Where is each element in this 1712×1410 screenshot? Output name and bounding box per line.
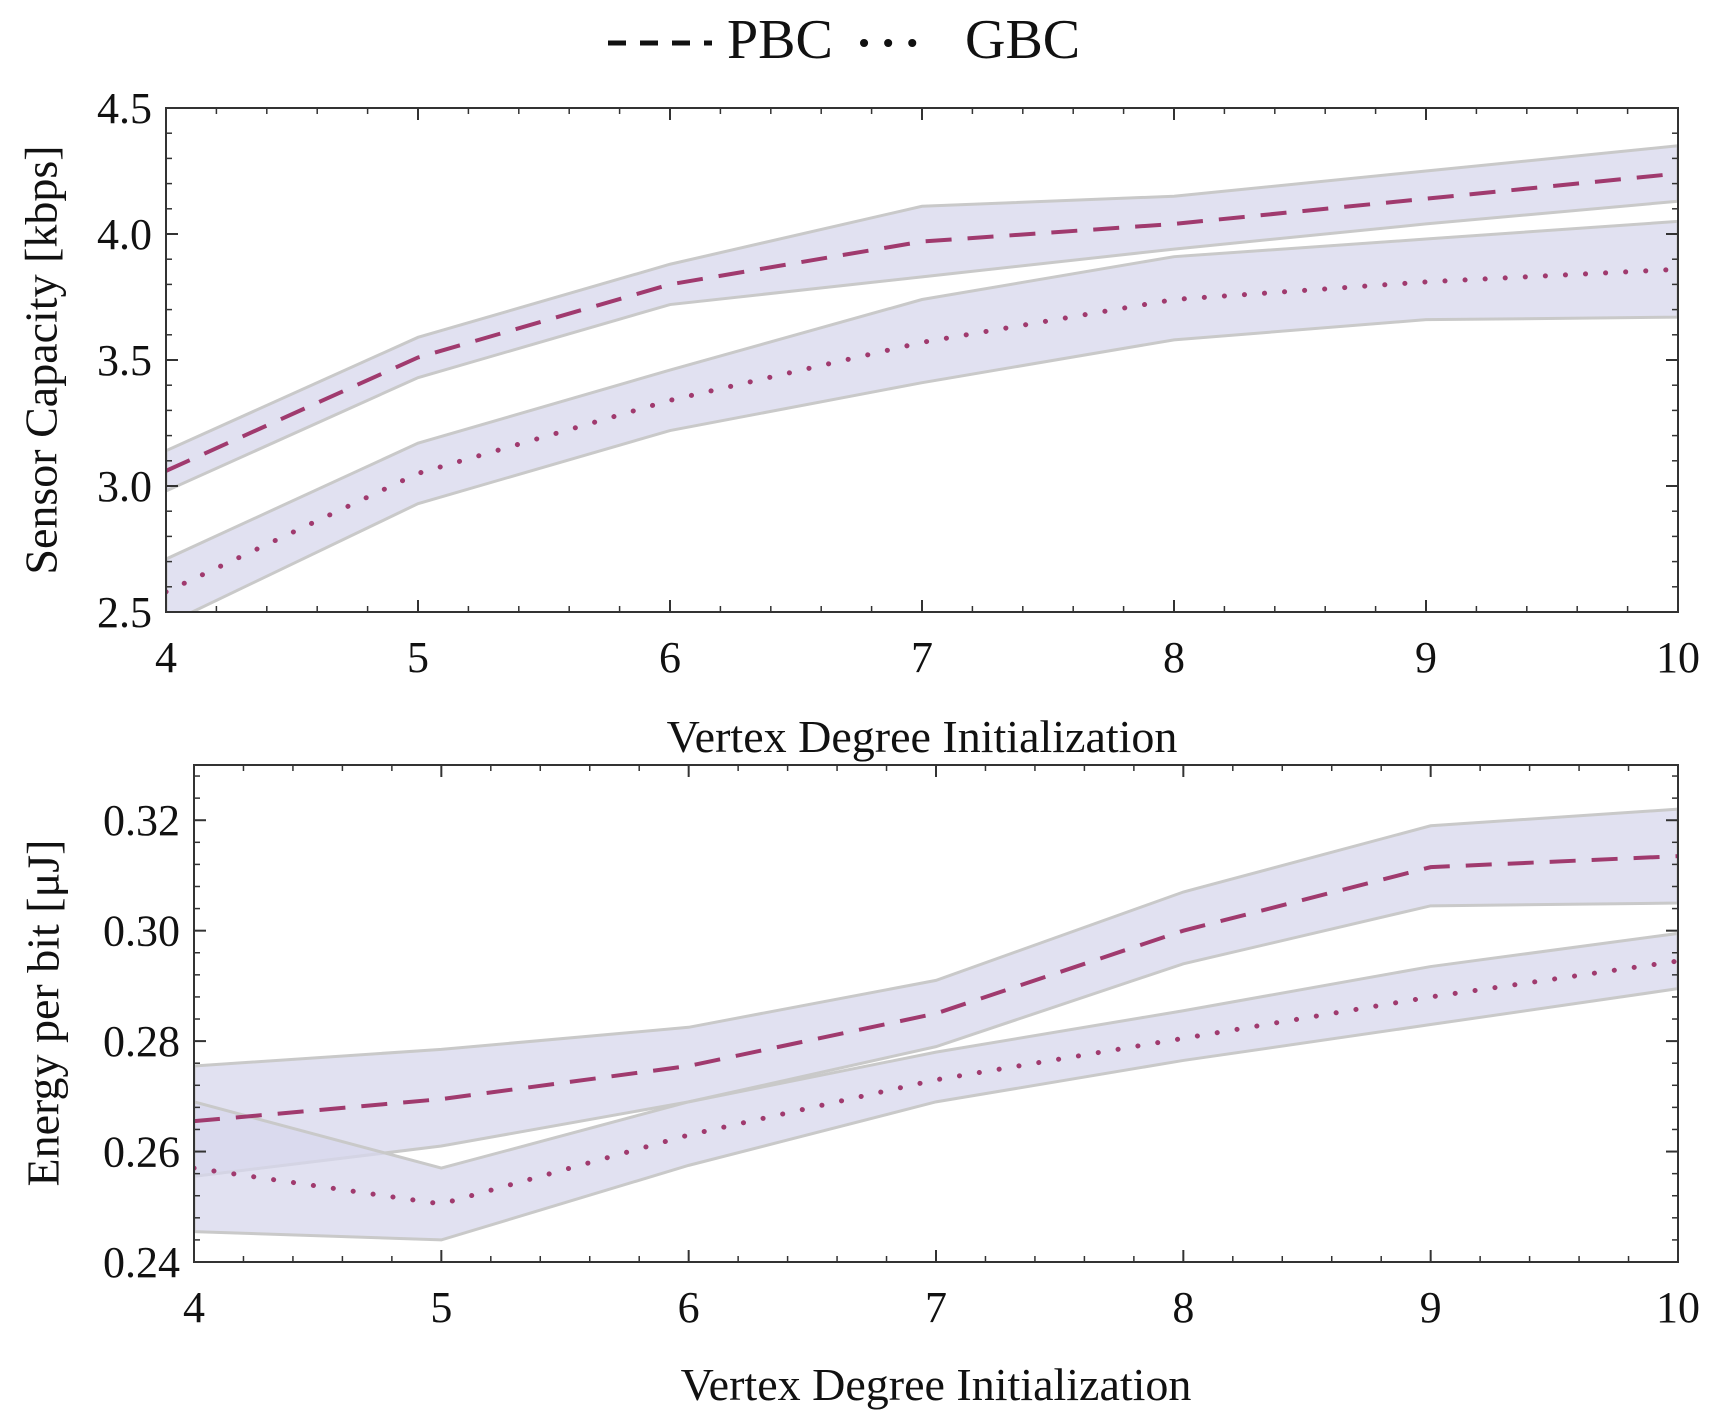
x-tick-label: 4 (183, 1283, 205, 1332)
y-tick-label: 2.5 (97, 588, 152, 637)
x-tick-label: 5 (430, 1283, 452, 1332)
legend-gbc-label: GBC (965, 9, 1080, 71)
y-tick-label: 3.5 (97, 336, 152, 385)
x-tick-label: 7 (911, 633, 933, 682)
plot-area (194, 807, 1678, 1242)
band-gbc (194, 931, 1678, 1242)
y-tick-label: 0.28 (103, 1017, 180, 1066)
x-tick-label: 8 (1163, 633, 1185, 682)
x-tick-label: 4 (155, 633, 177, 682)
band-gbc (166, 219, 1678, 612)
y-tick-label: 4.5 (97, 84, 152, 133)
y-tick-label: 0.32 (103, 796, 180, 845)
x-tick-label: 7 (925, 1283, 947, 1332)
y-tick-label: 3.0 (97, 462, 152, 511)
x-tick-label: 8 (1172, 1283, 1194, 1332)
x-tick-label: 10 (1656, 633, 1700, 682)
line-pbc (166, 171, 1678, 473)
x-tick-label: 10 (1656, 1283, 1700, 1332)
chart-energy-per-bit: 4 5 6 7 8 9 10 0.24 0.26 0.28 0.30 0.32 Vertex Degre… (18, 764, 1700, 1410)
y-axis-title: Sensor Capacity [kbps] (16, 145, 67, 574)
line-gbc (166, 266, 1678, 595)
x-axis-title: Vertex Degree Initialization (667, 711, 1178, 762)
legend: PBC GBC (608, 9, 1080, 71)
y-tick-label: 0.30 (103, 907, 180, 956)
x-axis-title: Vertex Degree Initialization (681, 1359, 1192, 1410)
x-tick-label: 6 (678, 1283, 700, 1332)
y-tick-label: 4.0 (97, 210, 152, 259)
y-tick-label: 0.26 (103, 1128, 180, 1177)
x-tick-label: 9 (1415, 633, 1437, 682)
x-tick-label: 9 (1420, 1283, 1442, 1332)
x-tick-label: 5 (407, 633, 429, 682)
y-tick-label: 0.24 (103, 1238, 180, 1287)
band-pbc (166, 144, 1678, 493)
chart-sensor-capacity: 4 5 6 7 8 9 10 2.5 3.0 3.5 4.0 4.5 Vertex Degree Ini… (16, 84, 1700, 762)
y-axis-title: Energy per bit [μJ] (18, 840, 69, 1187)
line-pbc (194, 854, 1678, 1124)
x-tick-label: 6 (659, 633, 681, 682)
band-pbc (194, 807, 1678, 1178)
plot-area (166, 144, 1678, 612)
legend-pbc-label: PBC (727, 9, 833, 71)
